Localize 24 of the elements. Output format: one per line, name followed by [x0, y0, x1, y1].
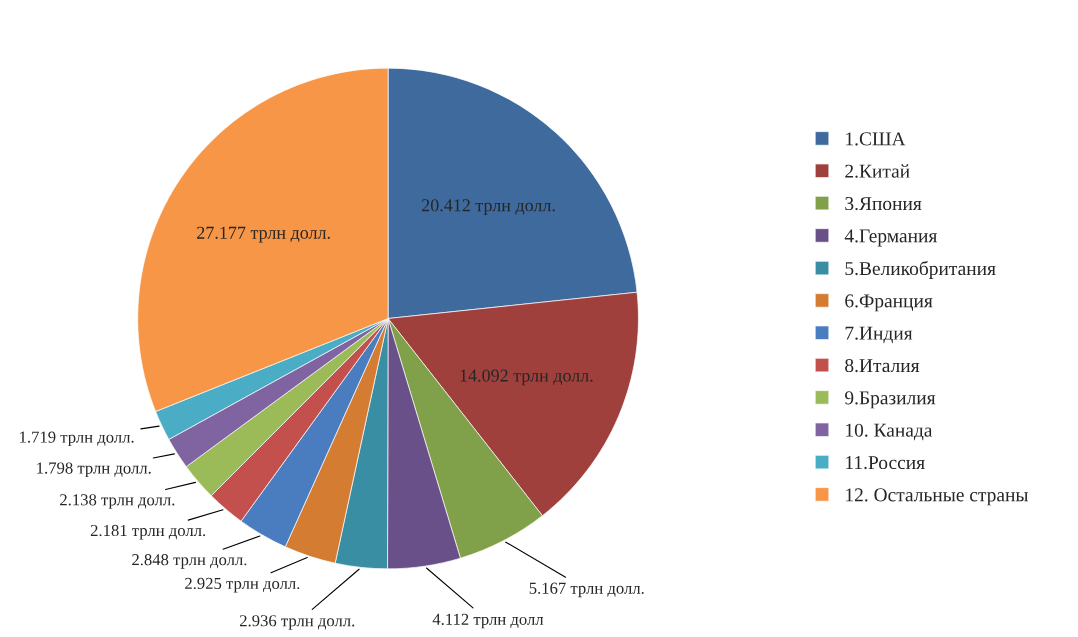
legend-label: 10. Канада	[846, 423, 933, 441]
data-label: 5.167 трлн долл.	[529, 582, 644, 598]
data-label: 2.936 трлн долл.	[239, 615, 355, 630]
data-label: 2.181 трлн долл.	[90, 524, 206, 540]
data-label: 2.925 трлн долл.	[185, 577, 300, 593]
data-label: 2.138 трлн долл.	[60, 494, 175, 509]
data-label: 1.798 трлн долл.	[37, 462, 151, 478]
legend-label: 12. Остальные страны	[846, 488, 1029, 506]
legend-label: 7.Индия	[845, 326, 913, 344]
data-label: 4.112 трлн долл	[432, 613, 544, 629]
legend-label: 1.США	[846, 132, 906, 146]
data-label: 2.848 трлн долл.	[132, 554, 247, 569]
legend-label: 6.Франция	[845, 294, 933, 312]
legend-label: 3.Япония	[845, 197, 922, 211]
data-label: 20.412 трлн долл.	[421, 199, 555, 216]
legend-label: 9.Бразилия	[845, 391, 936, 409]
legend-label: 4.Германия	[844, 229, 938, 247]
legend-label: 2.Китай	[845, 164, 910, 178]
data-label: 14.092 трлн долл.	[460, 369, 593, 386]
legend-label: 8.Италия	[845, 358, 920, 373]
data-label: 1.719 трлн долл.	[20, 431, 134, 447]
data-label: 27.177 трлн долл.	[197, 226, 330, 243]
legend-label: 5.Великобритания	[845, 260, 996, 280]
legend-label: 11.Россия	[846, 456, 925, 470]
